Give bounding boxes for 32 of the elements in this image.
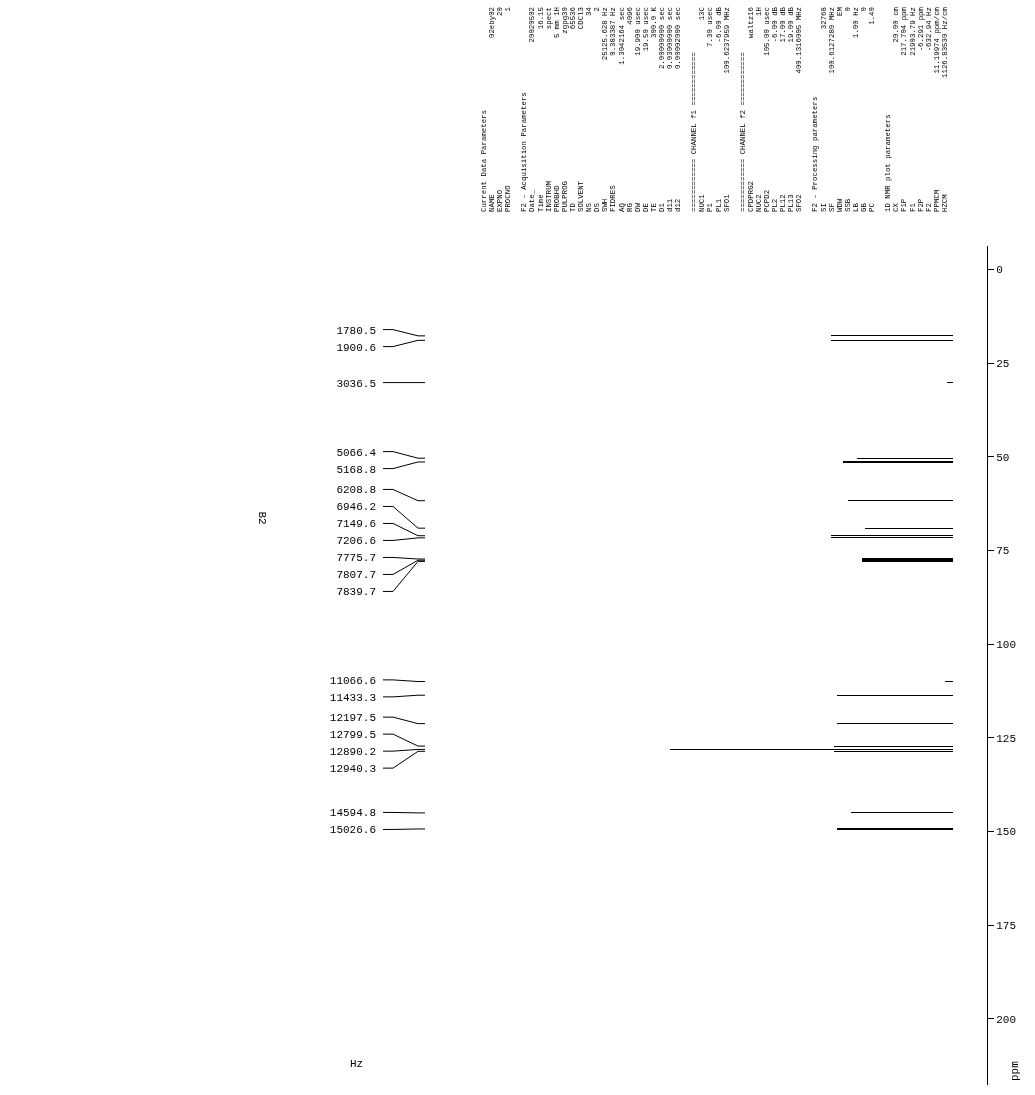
text: 1780.5 bbox=[336, 324, 376, 337]
text: 14594.8 bbox=[329, 807, 376, 820]
y-tick-label: 150 bbox=[996, 826, 1017, 839]
y-tick-label: 50 bbox=[996, 451, 1010, 464]
text: 6208.8 bbox=[336, 484, 376, 497]
text: 11433.3 bbox=[329, 691, 376, 704]
text: 12197.5 bbox=[329, 712, 376, 725]
text: 7775.7 bbox=[336, 552, 376, 565]
text: 3036.5 bbox=[336, 377, 376, 390]
text: Hz bbox=[350, 1058, 364, 1070]
text: 6946.2 bbox=[336, 501, 376, 514]
text: 7839.7 bbox=[336, 586, 376, 599]
text: 11066.6 bbox=[329, 674, 376, 687]
text: 1900.6 bbox=[336, 341, 376, 354]
y-tick-label: 125 bbox=[996, 732, 1017, 745]
text: 12799.5 bbox=[329, 729, 376, 742]
text: 5168.8 bbox=[336, 463, 376, 476]
y-tick-label: 175 bbox=[996, 919, 1017, 932]
text: B2 bbox=[255, 511, 268, 525]
y-tick-label: 0 bbox=[996, 264, 1003, 277]
text: 15026.6 bbox=[329, 824, 376, 837]
y-axis-title: ppm bbox=[1009, 1060, 1021, 1081]
text: 5066.4 bbox=[336, 446, 377, 459]
y-tick-label: 75 bbox=[996, 545, 1010, 558]
text: 7807.7 bbox=[336, 569, 376, 582]
text: 7206.6 bbox=[336, 535, 376, 548]
text: 7149.6 bbox=[336, 518, 376, 531]
y-tick-label: 100 bbox=[996, 638, 1017, 651]
text: 12940.3 bbox=[329, 763, 376, 776]
text: 12890.2 bbox=[329, 746, 376, 759]
y-tick-label: 25 bbox=[996, 358, 1010, 371]
y-tick-label: 200 bbox=[996, 1013, 1017, 1026]
